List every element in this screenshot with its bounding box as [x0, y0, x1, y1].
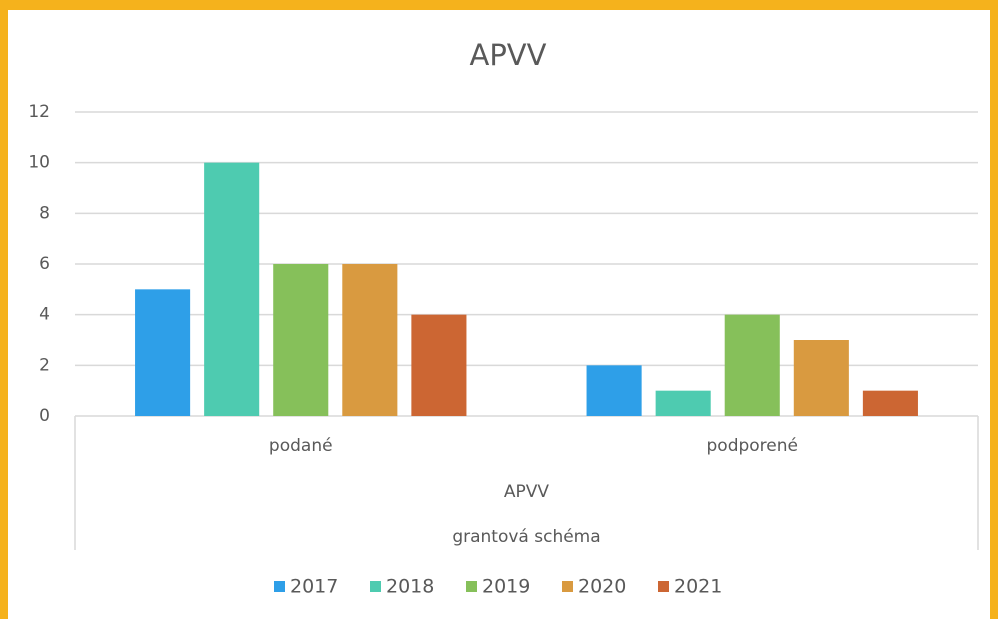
legend-swatch: [658, 581, 669, 592]
legend-swatch: [466, 581, 477, 592]
bar: [273, 264, 329, 416]
bar: [724, 314, 780, 416]
bar: [411, 314, 467, 416]
chart-title: APVV: [469, 38, 546, 72]
y-tick-label: 4: [39, 305, 50, 325]
bar: [793, 340, 849, 416]
legend-swatch: [370, 581, 381, 592]
bar: [135, 289, 191, 416]
legend-label: 2018: [386, 576, 434, 598]
bar: [655, 390, 711, 416]
bar: [862, 390, 918, 416]
x-tick-label: podané: [269, 436, 333, 456]
y-tick-label: 12: [28, 102, 50, 122]
legend-label: 2020: [578, 576, 626, 598]
legend-swatch: [274, 581, 285, 592]
y-tick-label: 10: [28, 153, 50, 173]
bar: [342, 264, 398, 416]
y-tick-label: 6: [39, 254, 50, 274]
legend-label: 2019: [482, 576, 530, 598]
y-tick-label: 2: [39, 355, 50, 375]
x-group-label: APVV: [504, 482, 550, 502]
y-tick-label: 0: [39, 406, 50, 426]
legend-swatch: [562, 581, 573, 592]
x-tick-label: podporené: [707, 436, 798, 456]
legend-label: 2021: [674, 576, 722, 598]
x-group-label: grantová schéma: [452, 527, 600, 547]
legend-label: 2017: [290, 576, 338, 598]
bar: [204, 162, 260, 416]
y-tick-label: 8: [39, 203, 50, 223]
bar: [586, 365, 642, 416]
